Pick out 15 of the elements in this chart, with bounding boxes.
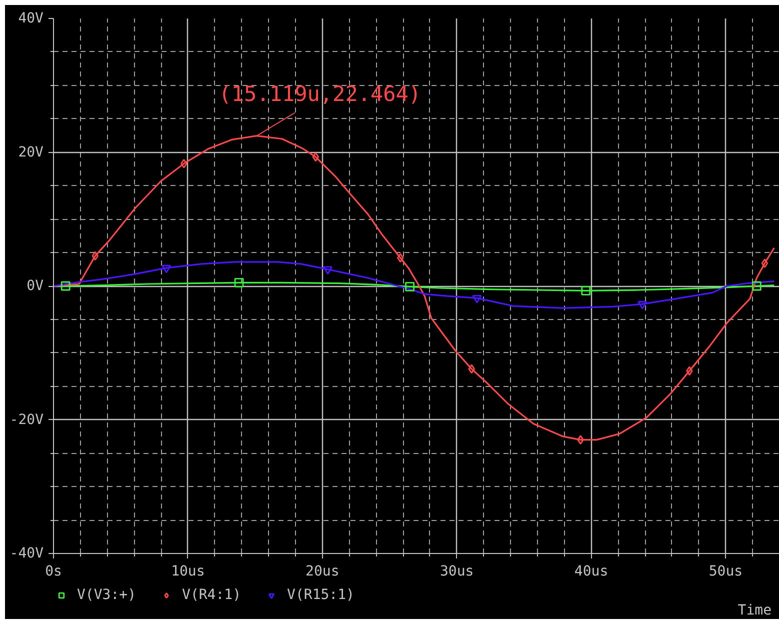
x-tick-label: 40us — [574, 564, 608, 580]
x-tick-label: 20us — [306, 564, 340, 580]
x-tick-label: 50us — [708, 564, 743, 580]
x-axis-title: Time — [738, 602, 772, 618]
legend-label: V(R15:1) — [287, 587, 354, 603]
y-tick-label: 0V — [26, 278, 44, 294]
legend-label: V(V3:+) — [77, 587, 136, 603]
y-tick-label: 40V — [18, 10, 44, 26]
x-tick-label: 30us — [440, 564, 474, 580]
y-tick-label: -40V — [10, 546, 44, 562]
legend-label: V(R4:1) — [182, 587, 242, 603]
x-tick-label: 10us — [171, 564, 205, 580]
y-tick-label: -20V — [10, 412, 44, 428]
x-tick-label: 0s — [45, 564, 62, 580]
y-tick-label: 20V — [18, 144, 44, 160]
